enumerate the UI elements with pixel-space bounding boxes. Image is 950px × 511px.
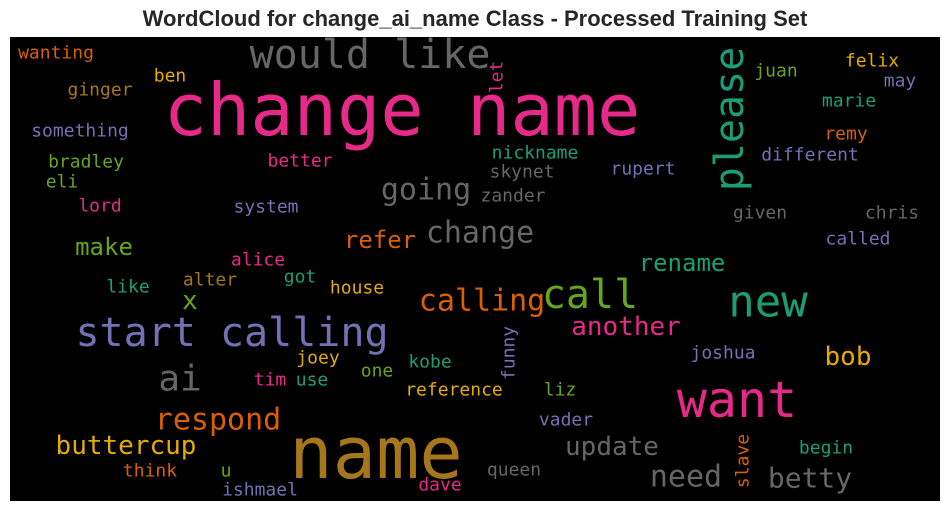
word-u: u <box>221 461 232 482</box>
word-please: please <box>707 47 753 192</box>
wordcloud-panel: change name name want would like start calli… <box>10 37 940 501</box>
word-alter: alter <box>183 270 237 291</box>
word-respond: respond <box>155 403 281 438</box>
word-felix: felix <box>845 51 899 72</box>
word-dave: dave <box>418 475 461 496</box>
word-skynet: skynet <box>489 162 554 183</box>
word-want: want <box>677 371 797 429</box>
word-think: think <box>123 461 177 482</box>
word-bradley: bradley <box>48 152 124 173</box>
word-called: called <box>825 229 890 250</box>
word-vader: vader <box>539 410 593 431</box>
word-queen: queen <box>487 460 541 481</box>
word-reference: reference <box>405 380 503 401</box>
word-marie: marie <box>822 91 876 112</box>
word-ai: ai <box>158 359 201 400</box>
word-slave: slave <box>733 434 754 488</box>
word-ben: ben <box>154 66 187 87</box>
word-call: call <box>542 272 638 318</box>
word-funny: funny <box>499 326 520 380</box>
word-change-name: change name <box>164 68 641 152</box>
word-going: going <box>381 173 471 208</box>
word-may: may <box>884 71 917 92</box>
word-would-like: would like <box>250 37 491 78</box>
word-different: different <box>761 145 859 166</box>
word-something: something <box>31 121 129 142</box>
word-betty: betty <box>768 462 852 495</box>
word-like: like <box>106 277 149 298</box>
word-house: house <box>330 278 384 299</box>
word-start-calling: start calling <box>75 310 388 356</box>
chart-title: WordCloud for change_ai_name Class - Pro… <box>142 6 808 31</box>
word-alice: alice <box>231 250 285 271</box>
word-make: make <box>75 233 133 261</box>
word-remy: remy <box>824 124 868 145</box>
word-calling: calling <box>419 284 545 319</box>
word-bob: bob <box>825 342 872 372</box>
word-update: update <box>565 432 659 462</box>
word-name: name <box>289 411 462 495</box>
word-wanting: wanting <box>18 43 94 64</box>
word-ishmael: ishmael <box>222 480 298 501</box>
word-refer: refer <box>344 226 416 254</box>
word-one: one <box>361 361 394 382</box>
word-given: given <box>733 203 787 224</box>
word-rupert: rupert <box>610 159 675 180</box>
word-got: got <box>284 267 317 288</box>
word-zander: zander <box>480 186 545 207</box>
word-juan: juan <box>754 61 797 82</box>
word-liz: liz <box>544 380 577 401</box>
word-nickname: nickname <box>492 143 579 164</box>
word-need: need <box>650 460 722 495</box>
word-let: let <box>487 61 508 94</box>
word-begin: begin <box>799 438 853 459</box>
word-tim: tim <box>254 370 287 391</box>
word-buttercup: buttercup <box>56 431 197 461</box>
word-eli: eli <box>46 172 79 193</box>
word-new: new <box>728 277 808 328</box>
word-ginger: ginger <box>67 80 132 101</box>
word-joshua: joshua <box>690 343 755 364</box>
word-chris: chris <box>865 203 919 224</box>
word-better: better <box>267 151 332 172</box>
word-rename: rename <box>639 249 726 277</box>
word-joey: joey <box>296 348 340 369</box>
word-use: use <box>296 370 329 391</box>
word-another: another <box>571 312 681 342</box>
word-kobe: kobe <box>408 352 451 373</box>
word-x: x <box>182 286 198 316</box>
word-system: system <box>233 197 298 218</box>
word-lord: lord <box>78 196 121 217</box>
word-change: change <box>426 216 534 251</box>
wordcloud-svg: change name name want would like start calli… <box>18 37 919 501</box>
